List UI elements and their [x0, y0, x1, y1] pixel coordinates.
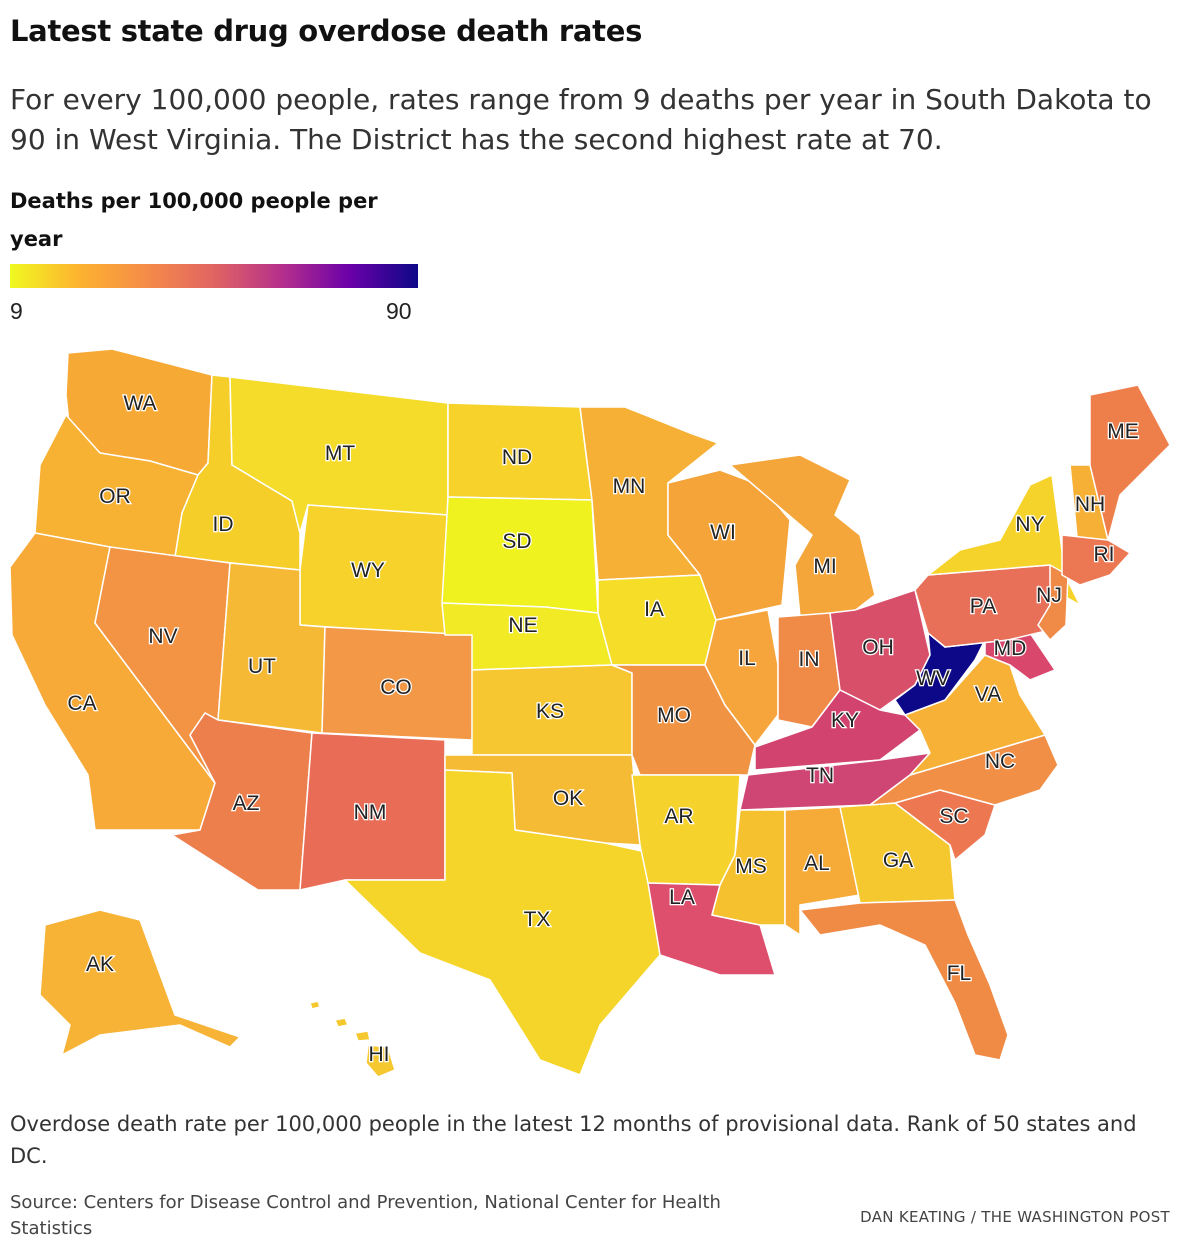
- state-label-ks: KS: [536, 700, 564, 723]
- state-me[interactable]: [1089, 384, 1171, 541]
- state-wi[interactable]: [667, 469, 791, 621]
- state-label-sd: SD: [502, 530, 531, 553]
- state-label-nj: NJ: [1036, 584, 1062, 607]
- state-label-wa: WA: [123, 392, 156, 415]
- legend-title: Deaths per 100,000 people per year: [10, 189, 378, 251]
- state-label-pa: PA: [970, 595, 996, 618]
- state-label-ar: AR: [664, 805, 693, 828]
- state-label-ky: KY: [831, 709, 859, 732]
- us-choropleth-map: WA OR CA ID NV MT WY UT CO AZ NM ND SD N…: [9, 348, 1171, 1078]
- footnote: Overdose death rate per 100,000 people i…: [10, 1112, 1137, 1168]
- state-hi[interactable]: [309, 1000, 396, 1078]
- state-label-mn: MN: [613, 475, 646, 498]
- state-label-or: OR: [99, 485, 131, 508]
- source-line: Source: Centers for Disease Control and …: [10, 1192, 721, 1239]
- state-label-al: AL: [804, 852, 830, 875]
- state-label-id: ID: [213, 513, 234, 536]
- state-ar[interactable]: [631, 774, 741, 886]
- state-ak[interactable]: [39, 909, 241, 1056]
- state-label-nh: NH: [1075, 493, 1105, 516]
- state-label-wy: WY: [351, 559, 385, 582]
- state-wv[interactable]: [894, 632, 986, 716]
- state-label-fl: FL: [947, 962, 972, 985]
- chart-subtitle: For every 100,000 people, rates range fr…: [10, 83, 1152, 156]
- state-label-nm: NM: [354, 801, 387, 824]
- state-label-oh: OH: [862, 636, 894, 659]
- state-label-ca: CA: [67, 692, 96, 715]
- state-label-ok: OK: [553, 787, 583, 810]
- state-label-ut: UT: [248, 655, 276, 678]
- state-label-mi: MI: [813, 555, 836, 578]
- state-label-hi: HI: [369, 1043, 390, 1066]
- state-label-sc: SC: [939, 805, 968, 828]
- state-mi[interactable]: [729, 454, 876, 618]
- state-label-md: MD: [994, 637, 1027, 660]
- state-il[interactable]: [704, 609, 779, 746]
- state-nc[interactable]: [869, 734, 1059, 806]
- state-label-ny: NY: [1015, 513, 1044, 536]
- state-label-il: IL: [738, 647, 756, 670]
- state-label-ia: IA: [644, 598, 664, 621]
- state-label-tn: TN: [806, 764, 834, 787]
- state-label-az: AZ: [233, 792, 260, 815]
- state-label-mo: MO: [657, 704, 691, 727]
- state-fl[interactable]: [799, 899, 1009, 1061]
- state-label-ga: GA: [883, 849, 913, 872]
- state-label-ms: MS: [735, 855, 767, 878]
- state-label-mt: MT: [325, 442, 355, 465]
- state-label-nd: ND: [502, 446, 532, 469]
- state-label-ri: RI: [1094, 543, 1115, 566]
- state-label-wv: WV: [916, 667, 950, 690]
- credit-line: DAN KEATING / THE WASHINGTON POST: [860, 1208, 1170, 1226]
- state-label-me: ME: [1107, 420, 1139, 443]
- legend-max-label: 90: [386, 298, 412, 324]
- legend-color-scale: [10, 264, 418, 288]
- state-label-co: CO: [380, 676, 412, 699]
- state-ri[interactable]: [1061, 534, 1131, 586]
- state-label-ne: NE: [508, 614, 537, 637]
- state-label-nc: NC: [985, 750, 1015, 773]
- state-label-wi: WI: [710, 521, 736, 544]
- legend-min-label: 9: [10, 298, 23, 324]
- state-label-la: LA: [669, 886, 695, 909]
- state-sd[interactable]: [441, 496, 599, 614]
- state-label-va: VA: [975, 683, 1001, 706]
- state-label-nv: NV: [148, 625, 177, 648]
- state-label-ak: AK: [86, 953, 114, 976]
- state-tx[interactable]: [344, 769, 661, 1076]
- state-label-in: IN: [799, 648, 820, 671]
- state-label-tx: TX: [524, 908, 551, 931]
- state-va[interactable]: [904, 654, 1046, 776]
- chart-title: Latest state drug overdose death rates: [10, 14, 643, 48]
